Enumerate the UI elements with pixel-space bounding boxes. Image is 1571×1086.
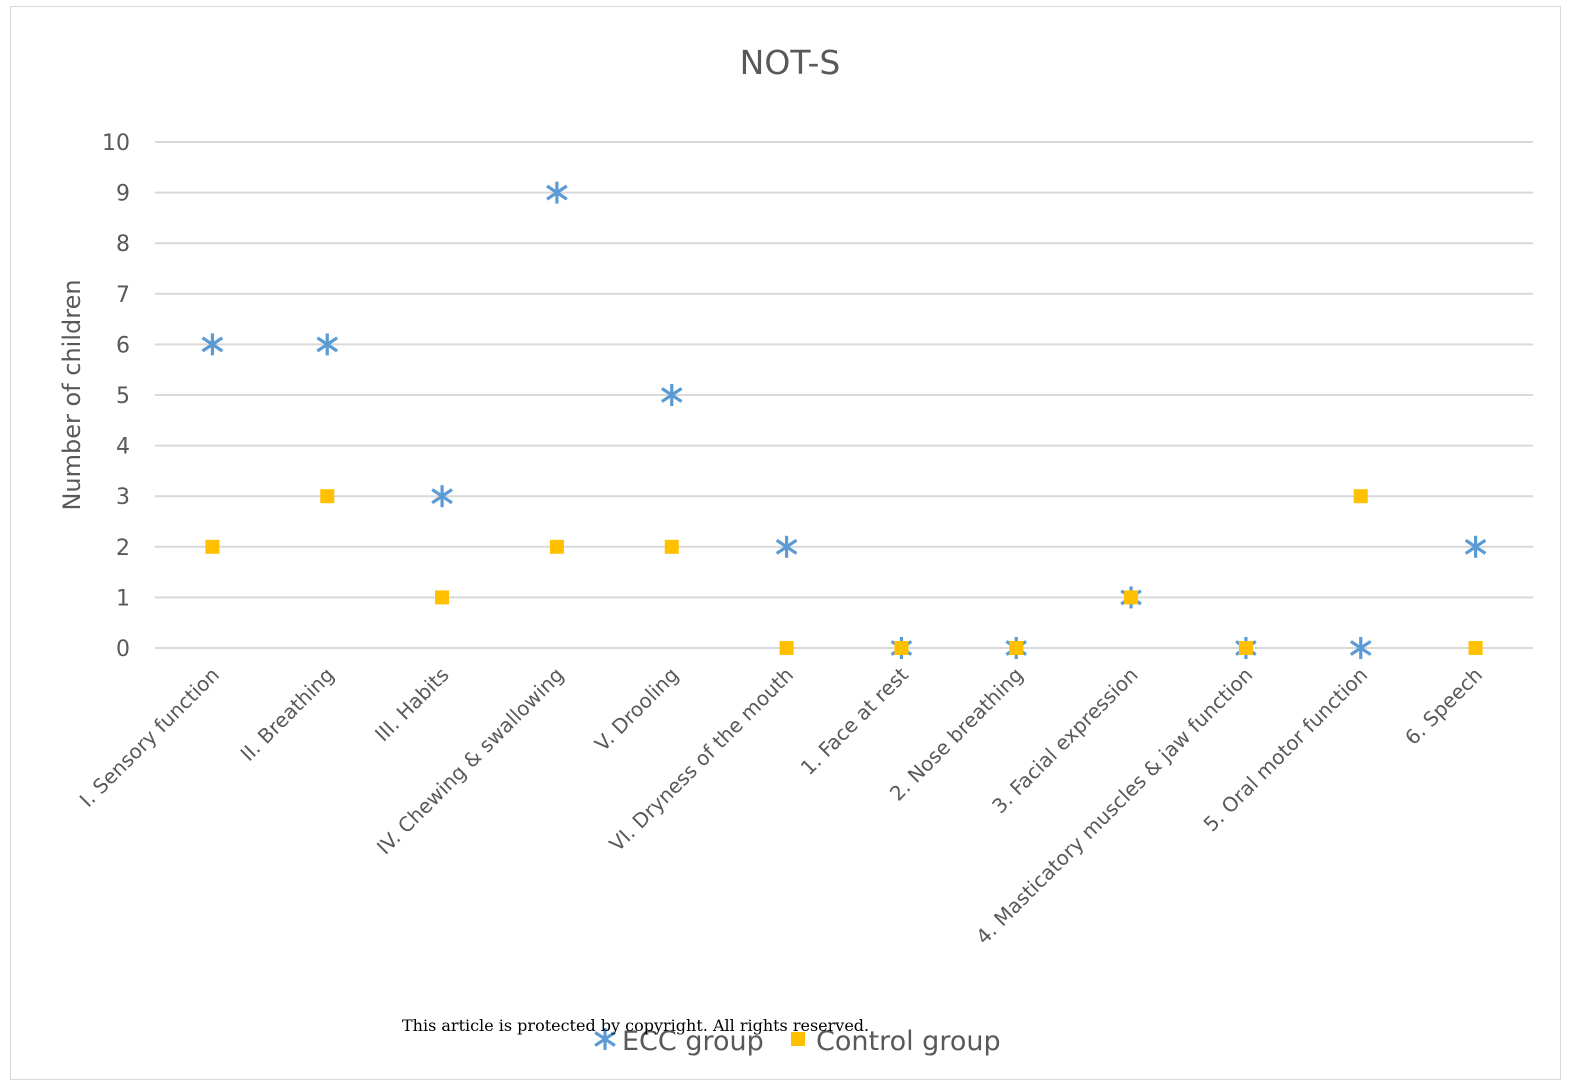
y-axis-title: Number of children [58, 279, 86, 510]
control-point [205, 539, 220, 554]
control-point [894, 641, 909, 655]
legend-control-label: Control group [816, 1026, 1001, 1057]
control-point [664, 539, 679, 554]
control-point [435, 590, 450, 605]
legend-ecc-label: ECC group [622, 1026, 764, 1057]
y-tick-label: 0 [116, 637, 130, 662]
ecc-point [201, 333, 224, 356]
control-point [1238, 641, 1253, 655]
series-marks [201, 181, 1487, 659]
y-tick-label: 4 [116, 435, 130, 460]
x-category-label: V. Drooling [590, 663, 683, 756]
control-point [1124, 590, 1139, 605]
y-tick-labels: 0 1 2 3 4 5 6 7 8 9 10 [102, 131, 130, 662]
series-asterisk [201, 181, 1487, 659]
y-tick-label: 8 [116, 232, 130, 257]
ecc-point [775, 535, 798, 558]
control-point [1468, 641, 1483, 655]
control-point [1009, 641, 1024, 655]
control-point [549, 539, 564, 554]
y-tick-label: 1 [116, 586, 130, 611]
x-category-label: III. Habits [370, 663, 454, 747]
legend-ecc-marker [594, 1028, 616, 1050]
ecc-point [1349, 637, 1372, 659]
y-tick-label: 5 [116, 384, 130, 409]
y-tick-label: 2 [116, 536, 130, 561]
ecc-point [431, 485, 453, 508]
copyright-notice: This article is protected by copyright. … [402, 1016, 869, 1035]
x-category-label: IV. Chewing & swallowing [372, 663, 569, 860]
series-square [205, 489, 1483, 655]
legend-control-marker [791, 1032, 805, 1046]
x-category-label: II. Breathing [236, 663, 339, 766]
x-category-label: I. Sensory function [75, 663, 224, 812]
y-tick-label: 3 [116, 485, 130, 510]
gridlines [155, 141, 1533, 649]
y-tick-label: 10 [102, 131, 130, 156]
y-tick-label: 7 [116, 283, 130, 308]
y-tick-label: 9 [116, 182, 130, 207]
chart-title: NOT-S [740, 43, 841, 82]
ecc-point [660, 384, 683, 406]
x-category-label: VI. Dryness of the mouth [605, 663, 799, 857]
control-point [1353, 489, 1368, 504]
y-tick-label: 6 [116, 333, 130, 358]
x-category-label: 1. Face at rest [796, 662, 913, 779]
ecc-point [546, 181, 568, 204]
control-point [320, 489, 335, 504]
ecc-point [1464, 535, 1487, 558]
legend: ECC group Control group [594, 1026, 1001, 1057]
control-point [779, 641, 794, 655]
x-category-labels: I. Sensory function II. Breathing III. Hab… [75, 662, 1487, 948]
x-category-label: 6. Speech [1400, 663, 1487, 750]
ecc-point [316, 333, 339, 356]
